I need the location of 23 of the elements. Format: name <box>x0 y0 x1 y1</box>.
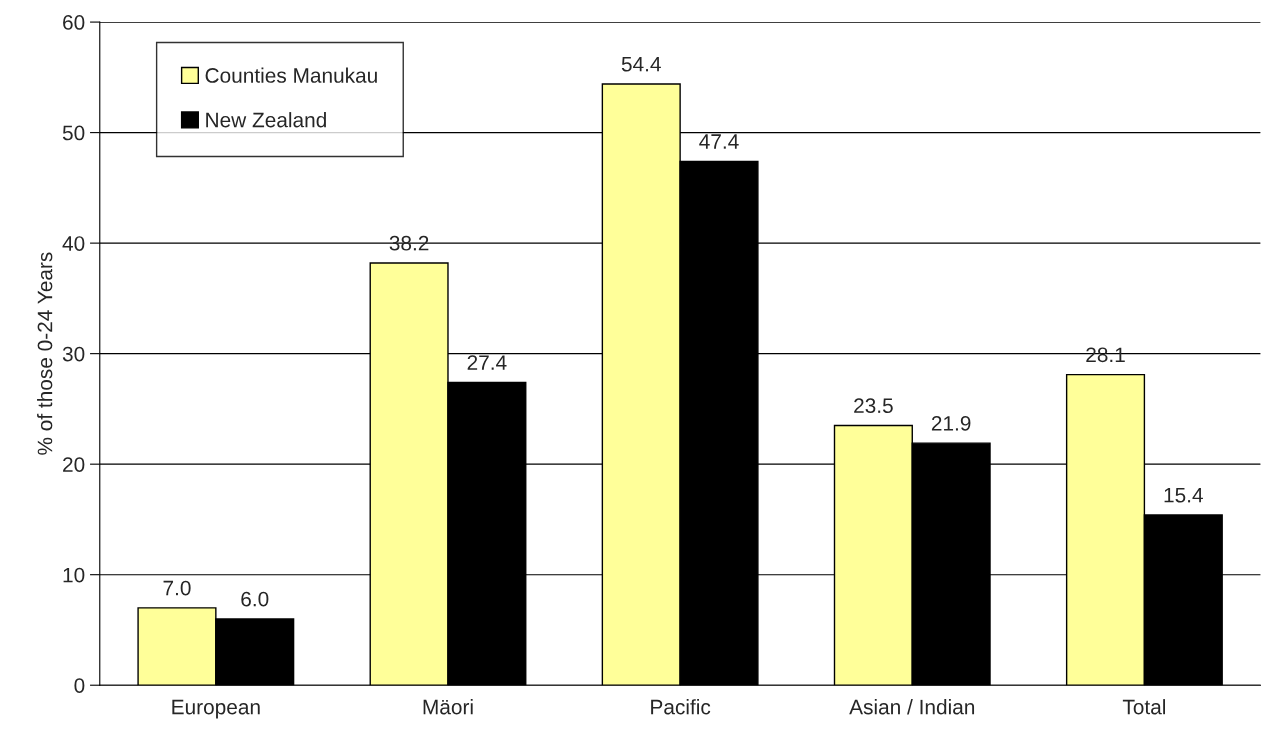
data-label: 54.4 <box>621 56 661 72</box>
y-tick-label: 60 <box>63 15 85 30</box>
x-tick-label: Pacific <box>651 699 711 715</box>
data-label: 15.4 <box>1164 488 1203 503</box>
y-tick-label: 10 <box>63 567 85 583</box>
data-label: 23.5 <box>854 398 893 414</box>
y-tick-label: 30 <box>62 346 85 362</box>
data-label: 6.0 <box>241 591 269 607</box>
data-label: 21.9 <box>931 415 971 431</box>
y-axis-title: % of those 0-24 Years <box>37 252 53 455</box>
data-label: 47.4 <box>699 134 739 149</box>
x-tick-label: European <box>172 699 260 719</box>
y-tick-label: 50 <box>62 125 85 141</box>
y-tick-label: 20 <box>63 457 85 472</box>
x-tick-label: Total <box>1122 699 1166 715</box>
x-tick-label: Asian / Indian <box>849 699 975 715</box>
x-tick-label: Mäori <box>423 699 473 715</box>
legend-label: New Zealand <box>206 112 326 128</box>
data-label: 7.0 <box>163 580 191 596</box>
data-label: 27.4 <box>467 355 507 370</box>
y-tick-label: 40 <box>62 236 85 251</box>
legend-label: Counties Manukau <box>205 67 377 83</box>
y-tick-label: 0 <box>74 678 85 693</box>
